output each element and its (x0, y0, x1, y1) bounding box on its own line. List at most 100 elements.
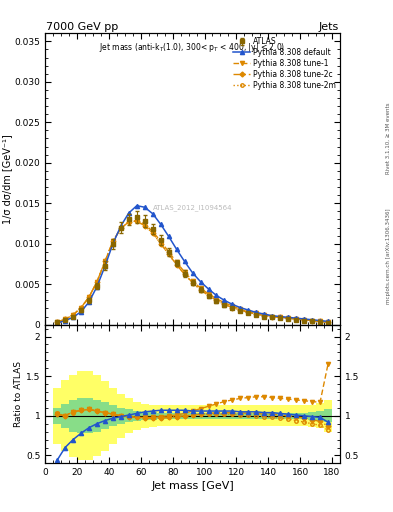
Pythia 8.308 tune-2m (270, 313, 275, 319)
Pythia 8.308 default (310, 317, 314, 323)
Pythia 8.308 tune-2c (103, 259, 107, 265)
Pythia 8.308 default (278, 313, 283, 319)
Pythia 8.308 tune-1 (310, 317, 314, 324)
Pythia 8.308 tune-2m (326, 319, 331, 325)
Pythia 8.308 default (103, 263, 107, 269)
Line: Pythia 8.308 tune-2c: Pythia 8.308 tune-2c (55, 219, 330, 324)
Pythia 8.308 tune-2m (294, 316, 299, 322)
Text: 7000 GeV pp: 7000 GeV pp (46, 22, 119, 32)
Pythia 8.308 tune-2c (254, 311, 259, 317)
Pythia 8.308 tune-1 (71, 312, 75, 318)
Pythia 8.308 default (110, 241, 115, 247)
Pythia 8.308 tune-1 (190, 278, 195, 284)
Pythia 8.308 tune-2c (238, 307, 243, 313)
Pythia 8.308 tune-1 (182, 269, 187, 275)
Pythia 8.308 tune-1 (318, 318, 322, 325)
Pythia 8.308 tune-2c (246, 309, 251, 315)
Pythia 8.308 tune-1 (103, 259, 107, 265)
Pythia 8.308 tune-2m (174, 262, 179, 268)
Pythia 8.308 tune-2m (206, 292, 211, 298)
Text: ATLAS_2012_I1094564: ATLAS_2012_I1094564 (153, 205, 232, 211)
Pythia 8.308 tune-2m (222, 302, 227, 308)
Pythia 8.308 tune-2m (286, 315, 290, 321)
Pythia 8.308 default (230, 302, 235, 308)
Pythia 8.308 tune-2c (182, 271, 187, 278)
Pythia 8.308 tune-1 (278, 314, 283, 321)
Pythia 8.308 default (318, 317, 322, 324)
Pythia 8.308 tune-1 (326, 319, 331, 325)
Pythia 8.308 tune-2c (318, 318, 322, 325)
Pythia 8.308 tune-2c (174, 262, 179, 268)
Pythia 8.308 default (222, 297, 227, 304)
Pythia 8.308 default (71, 314, 75, 321)
Pythia 8.308 tune-1 (270, 313, 275, 319)
Pythia 8.308 tune-1 (127, 219, 131, 225)
Pythia 8.308 tune-1 (302, 317, 307, 323)
Pythia 8.308 tune-1 (119, 225, 123, 231)
Pythia 8.308 tune-1 (110, 238, 115, 244)
Line: Pythia 8.308 tune-2m: Pythia 8.308 tune-2m (55, 219, 330, 324)
Pythia 8.308 tune-1 (198, 285, 203, 291)
Pythia 8.308 tune-2c (270, 313, 275, 319)
Pythia 8.308 tune-2m (302, 317, 307, 323)
Pythia 8.308 tune-2c (127, 219, 131, 225)
Pythia 8.308 tune-1 (262, 312, 266, 318)
Pythia 8.308 tune-2c (71, 312, 75, 318)
Pythia 8.308 tune-2c (158, 241, 163, 247)
Pythia 8.308 tune-2c (55, 319, 59, 325)
Pythia 8.308 default (174, 246, 179, 252)
Pythia 8.308 tune-2m (71, 312, 75, 318)
Pythia 8.308 tune-1 (142, 221, 147, 227)
Pythia 8.308 tune-1 (254, 310, 259, 316)
Pythia 8.308 default (286, 314, 290, 321)
Pythia 8.308 tune-2m (182, 271, 187, 278)
Line: Pythia 8.308 default: Pythia 8.308 default (55, 204, 330, 325)
Pythia 8.308 tune-2m (166, 251, 171, 258)
Pythia 8.308 tune-2m (79, 305, 83, 311)
Text: Rivet 3.1.10, ≥ 3M events: Rivet 3.1.10, ≥ 3M events (386, 102, 391, 174)
Pythia 8.308 tune-2m (278, 314, 283, 321)
Pythia 8.308 tune-2c (222, 302, 227, 308)
Pythia 8.308 tune-2m (158, 241, 163, 247)
Pythia 8.308 default (151, 210, 155, 217)
Pythia 8.308 tune-2c (262, 313, 266, 319)
Pythia 8.308 tune-2c (302, 317, 307, 323)
Pythia 8.308 tune-2c (95, 279, 99, 285)
Pythia 8.308 tune-2m (127, 219, 131, 225)
Pythia 8.308 default (294, 315, 299, 321)
Pythia 8.308 tune-1 (206, 291, 211, 297)
Pythia 8.308 tune-2m (55, 319, 59, 325)
Pythia 8.308 default (55, 320, 59, 326)
Text: mcplots.cern.ch [arXiv:1306.3436]: mcplots.cern.ch [arXiv:1306.3436] (386, 208, 391, 304)
Pythia 8.308 tune-2c (230, 305, 235, 311)
Pythia 8.308 tune-2m (110, 238, 115, 244)
Pythia 8.308 tune-1 (79, 305, 83, 311)
Pythia 8.308 tune-1 (86, 294, 91, 300)
Pythia 8.308 default (142, 204, 147, 210)
Pythia 8.308 tune-2m (119, 225, 123, 231)
Pythia 8.308 default (206, 286, 211, 292)
Pythia 8.308 tune-1 (230, 303, 235, 309)
Pythia 8.308 tune-2m (151, 230, 155, 236)
Pythia 8.308 tune-2m (86, 294, 91, 300)
Pythia 8.308 default (63, 317, 68, 324)
Pythia 8.308 tune-2m (254, 311, 259, 317)
X-axis label: Jet mass [GeV]: Jet mass [GeV] (151, 481, 234, 492)
Pythia 8.308 tune-2c (134, 218, 139, 224)
Pythia 8.308 tune-1 (222, 300, 227, 306)
Pythia 8.308 default (79, 309, 83, 315)
Pythia 8.308 tune-2c (119, 225, 123, 231)
Pythia 8.308 tune-2c (198, 287, 203, 293)
Pythia 8.308 default (190, 270, 195, 276)
Pythia 8.308 tune-1 (174, 259, 179, 265)
Pythia 8.308 tune-2m (238, 307, 243, 313)
Pythia 8.308 default (158, 221, 163, 227)
Y-axis label: 1/σ dσ/dm [GeV⁻¹]: 1/σ dσ/dm [GeV⁻¹] (2, 134, 12, 224)
Pythia 8.308 default (86, 299, 91, 305)
Pythia 8.308 tune-1 (63, 316, 68, 323)
Pythia 8.308 tune-1 (55, 319, 59, 325)
Pythia 8.308 tune-2c (310, 317, 314, 324)
Pythia 8.308 default (302, 316, 307, 322)
Pythia 8.308 default (134, 203, 139, 209)
Pythia 8.308 tune-1 (286, 315, 290, 321)
